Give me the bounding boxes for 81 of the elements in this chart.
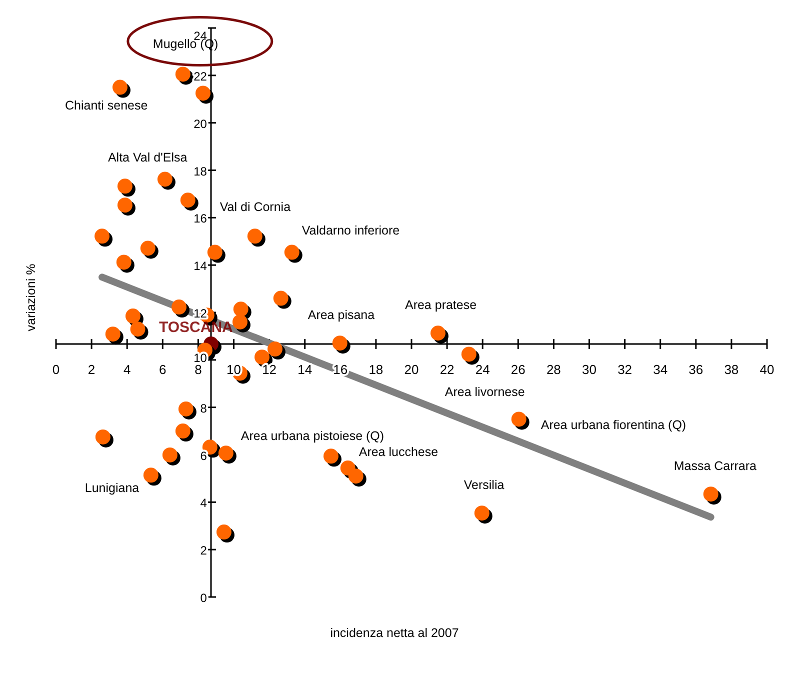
y-axis-title: variazioni % (24, 264, 38, 332)
point (105, 326, 120, 342)
x-axis-title: incidenza netta al 2007 (330, 626, 459, 640)
point (116, 254, 132, 270)
annotation: Area urbana fiorentina (Q) (540, 418, 686, 432)
annotation: Alta Val d'Elsa (108, 150, 188, 164)
x-tick-label: 32 (618, 362, 632, 378)
annotation: Area lucchese (358, 445, 438, 460)
x-tick-label: 4 (123, 362, 131, 378)
annotation: Versilia (464, 478, 504, 492)
x-tick-label: 26 (510, 362, 526, 378)
x-tick-label: 34 (653, 362, 668, 378)
y-tick-label: 20 (194, 116, 208, 131)
y-tick-label: 14 (194, 259, 208, 274)
point (162, 447, 178, 462)
point (254, 350, 270, 365)
y-tick-label: 22 (194, 69, 208, 84)
point (117, 198, 132, 213)
x-tick-label: 6 (159, 362, 166, 378)
annotation: Lunigiana (84, 481, 140, 496)
annotation: Massa Carrara (674, 459, 757, 474)
point (172, 300, 187, 315)
point (332, 336, 348, 351)
y-tick-label: 0 (200, 591, 208, 605)
x-tick-label: 18 (368, 362, 384, 378)
y-tick-label: 16 (194, 212, 208, 226)
point (218, 446, 234, 461)
point (175, 424, 190, 439)
x-tick-label: 28 (546, 362, 561, 378)
annotation: Area pisana (308, 308, 375, 322)
annotation: Val di Cornia (220, 200, 291, 214)
y-tick-label: 12 (194, 306, 208, 320)
point (430, 326, 446, 341)
y-tick-label: 8 (200, 401, 208, 416)
x-tick-label: 20 (404, 362, 419, 378)
annotation: Area pratese (404, 298, 477, 312)
annotation: Area livornese (444, 385, 525, 400)
point (196, 86, 210, 101)
y-tick-label: 4 (200, 496, 208, 510)
point (348, 468, 364, 484)
point (140, 240, 156, 256)
point (112, 80, 128, 95)
point (267, 342, 282, 357)
point (216, 524, 232, 540)
x-tick-label: 36 (688, 362, 704, 378)
point (117, 178, 132, 194)
x-tick-label: 0 (52, 362, 60, 378)
annotation: Chianti senese (64, 98, 148, 112)
point (233, 302, 248, 317)
point (323, 448, 338, 464)
point (273, 290, 288, 306)
point (207, 244, 222, 260)
annotation: Area urbana pistoiese (Q) (240, 429, 384, 444)
annotation: Valdarno inferiore (302, 223, 400, 238)
point (157, 172, 172, 187)
point (284, 244, 300, 260)
point (247, 228, 262, 244)
point (125, 308, 140, 324)
x-tick-label: 38 (724, 362, 739, 378)
point (703, 486, 718, 502)
y-tick-label: 6 (200, 448, 208, 463)
point (461, 346, 476, 362)
point (143, 468, 158, 483)
x-tick-label: 24 (475, 362, 490, 378)
x-tick-label: 40 (760, 362, 774, 378)
point (232, 314, 248, 330)
point (178, 401, 194, 416)
x-tick-label: 14 (298, 362, 312, 378)
point (180, 192, 196, 208)
point (95, 429, 110, 444)
y-tick-label: 2 (200, 544, 208, 558)
point (511, 412, 526, 427)
point (94, 228, 110, 244)
x-tick-label: 30 (582, 362, 596, 378)
x-tick-label: 22 (440, 362, 454, 378)
x-tick-label: 2 (88, 362, 96, 378)
point (130, 322, 146, 337)
y-tick-label: 18 (194, 164, 208, 178)
y-tick-label: 10 (194, 350, 208, 365)
point (175, 66, 190, 82)
point (474, 506, 490, 521)
